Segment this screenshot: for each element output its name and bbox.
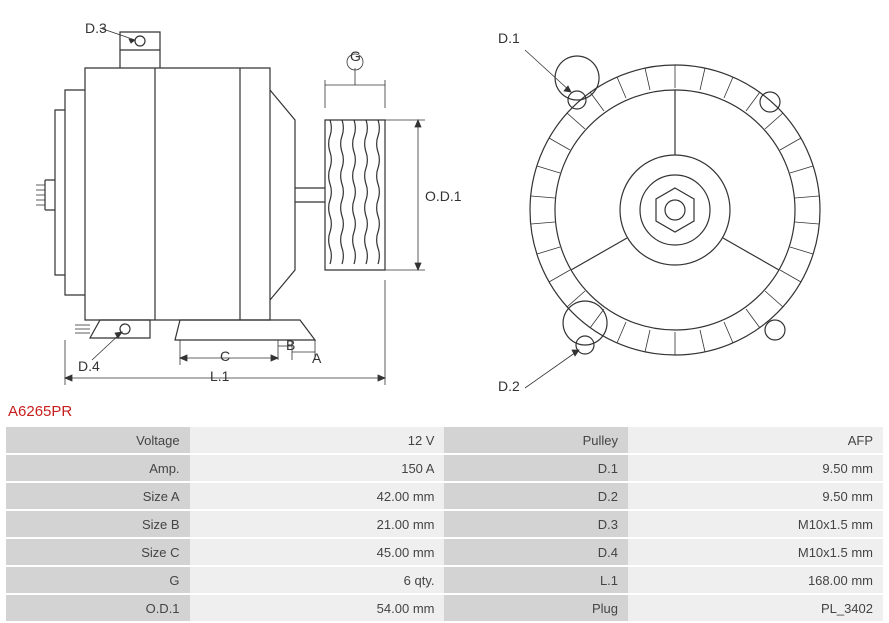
spec-label: Voltage [6, 427, 190, 453]
spec-value: 9.50 mm [628, 455, 883, 481]
spec-label: Size A [6, 483, 190, 509]
label-c: C [220, 348, 230, 364]
spec-value: 12 V [190, 427, 445, 453]
part-number: A6265PR [8, 403, 72, 420]
spec-label: Size B [6, 511, 190, 537]
label-d4: D.4 [78, 358, 100, 374]
spec-value: 9.50 mm [628, 483, 883, 509]
spec-value: 42.00 mm [190, 483, 445, 509]
label-l1: L.1 [210, 368, 229, 384]
spec-label: L.1 [444, 567, 628, 593]
spec-label: Amp. [6, 455, 190, 481]
label-b: B [286, 337, 295, 353]
spec-value: 21.00 mm [190, 511, 445, 537]
spec-label: D.2 [444, 483, 628, 509]
spec-value: 54.00 mm [190, 595, 445, 621]
spec-label: Pulley [444, 427, 628, 453]
table-row: O.D.1 54.00 mm Plug PL_3402 [6, 595, 883, 621]
spec-value: M10x1.5 mm [628, 539, 883, 565]
spec-label: D.3 [444, 511, 628, 537]
table-row: Size A 42.00 mm D.2 9.50 mm [6, 483, 883, 509]
label-g: G [350, 48, 361, 64]
label-d2: D.2 [498, 378, 520, 394]
spec-value: 45.00 mm [190, 539, 445, 565]
table-row: Voltage 12 V Pulley AFP [6, 427, 883, 453]
spec-table: Voltage 12 V Pulley AFP Amp. 150 A D.1 9… [6, 425, 883, 623]
spec-value: 168.00 mm [628, 567, 883, 593]
spec-value: AFP [628, 427, 883, 453]
spec-value: PL_3402 [628, 595, 883, 621]
table-row: Size B 21.00 mm D.3 M10x1.5 mm [6, 511, 883, 537]
table-row: Amp. 150 A D.1 9.50 mm [6, 455, 883, 481]
spec-label: D.1 [444, 455, 628, 481]
label-d1: D.1 [498, 30, 520, 46]
table-row: Size C 45.00 mm D.4 M10x1.5 mm [6, 539, 883, 565]
spec-label: G [6, 567, 190, 593]
spec-value: 150 A [190, 455, 445, 481]
table-row: G 6 qty. L.1 168.00 mm [6, 567, 883, 593]
label-a: A [312, 350, 321, 366]
side-view-drawing [30, 20, 450, 400]
label-od1: O.D.1 [425, 188, 462, 204]
spec-value: M10x1.5 mm [628, 511, 883, 537]
technical-diagram: D.3 G O.D.1 A B C L.1 D.4 [0, 0, 889, 400]
front-view-drawing [490, 20, 860, 400]
label-d3: D.3 [85, 20, 107, 36]
spec-label: D.4 [444, 539, 628, 565]
spec-label: Size C [6, 539, 190, 565]
spec-label: Plug [444, 595, 628, 621]
spec-value: 6 qty. [190, 567, 445, 593]
spec-label: O.D.1 [6, 595, 190, 621]
